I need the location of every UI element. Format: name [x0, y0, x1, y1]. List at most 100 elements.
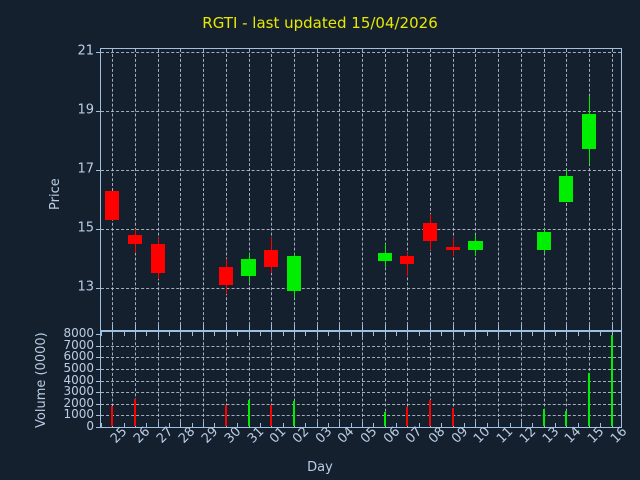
- volume-bar[interactable]: [542, 409, 545, 426]
- candle-body[interactable]: [105, 190, 120, 221]
- day-tick-mark: [452, 325, 454, 330]
- volume-bar[interactable]: [292, 401, 295, 426]
- volume-minor-tick-mark: [237, 423, 239, 427]
- day-tick-mark: [566, 325, 568, 330]
- price-gridline: [101, 288, 621, 289]
- volume-bar[interactable]: [610, 335, 613, 426]
- candle-body[interactable]: [286, 255, 301, 291]
- volume-top-tick-mark: [180, 332, 182, 337]
- price-tick-mark: [96, 111, 101, 112]
- day-gridline: [339, 332, 341, 427]
- volume-minor-top-tick-mark: [237, 332, 239, 336]
- day-tick-mark: [316, 325, 318, 330]
- volume-minor-tick-mark: [214, 423, 216, 427]
- day-tick-mark: [203, 422, 205, 427]
- day-gridline: [430, 332, 432, 427]
- day-gridline: [362, 332, 363, 427]
- day-tick-mark: [543, 325, 545, 330]
- day-tick-mark: [316, 422, 318, 427]
- volume-minor-tick-mark: [509, 423, 511, 427]
- candle-body[interactable]: [150, 243, 165, 274]
- day-tick-mark: [225, 325, 227, 330]
- day-gridline: [407, 49, 409, 330]
- day-gridline: [566, 332, 568, 427]
- volume-bar[interactable]: [111, 406, 114, 426]
- volume-top-tick-mark: [543, 332, 545, 337]
- day-gridline: [452, 49, 454, 330]
- day-gridline: [316, 332, 318, 427]
- day-gridline: [293, 49, 295, 330]
- volume-minor-tick-mark: [600, 423, 602, 427]
- day-gridline: [407, 332, 409, 427]
- day-gridline: [316, 49, 318, 330]
- volume-tick-label: 3000: [63, 384, 94, 399]
- candle-body[interactable]: [218, 267, 233, 286]
- day-gridline: [520, 49, 522, 330]
- day-tick-mark: [430, 325, 432, 330]
- day-gridline: [135, 332, 137, 427]
- candle-body[interactable]: [128, 234, 143, 244]
- volume-minor-top-tick-mark: [259, 332, 261, 336]
- volume-minor-top-tick-mark: [305, 332, 307, 336]
- price-tick-mark: [96, 170, 101, 171]
- volume-top-tick-mark: [384, 332, 386, 337]
- day-gridline: [180, 49, 182, 330]
- volume-bar[interactable]: [247, 400, 250, 426]
- volume-bar[interactable]: [383, 412, 386, 426]
- candle-body[interactable]: [400, 255, 415, 265]
- volume-minor-top-tick-mark: [214, 332, 216, 336]
- candle-body[interactable]: [468, 240, 483, 250]
- volume-minor-top-tick-mark: [282, 332, 284, 336]
- volume-tick-mark: [96, 415, 101, 417]
- candle-wick: [407, 252, 409, 277]
- volume-minor-tick-mark: [396, 423, 398, 427]
- day-gridline: [384, 332, 386, 427]
- candle-body[interactable]: [536, 231, 551, 250]
- volume-bar[interactable]: [270, 404, 273, 426]
- volume-tick-label: 0: [86, 419, 94, 433]
- day-tick-mark: [362, 422, 363, 427]
- volume-bar[interactable]: [587, 372, 590, 426]
- volume-gridline: [101, 392, 621, 394]
- volume-minor-tick-mark: [169, 423, 171, 427]
- candle-body[interactable]: [377, 252, 392, 262]
- volume-bar[interactable]: [224, 405, 227, 426]
- volume-tick-label: 1000: [63, 407, 94, 422]
- price-tick-mark: [96, 52, 101, 53]
- volume-minor-top-tick-mark: [169, 332, 171, 336]
- candle-body[interactable]: [423, 223, 438, 241]
- volume-bar[interactable]: [451, 407, 454, 426]
- candle-body[interactable]: [581, 113, 596, 150]
- volume-minor-top-tick-mark: [441, 332, 443, 336]
- volume-bar[interactable]: [406, 407, 409, 426]
- volume-tick-mark: [96, 403, 101, 405]
- volume-top-tick-mark: [203, 332, 205, 337]
- price-tick-label: 15: [77, 220, 94, 236]
- candle-body[interactable]: [241, 258, 256, 277]
- volume-tick-label: 4000: [63, 372, 94, 387]
- volume-gridline: [101, 415, 621, 417]
- volume-top-tick-mark: [588, 332, 590, 337]
- day-tick-mark: [611, 325, 613, 330]
- day-tick-mark: [339, 422, 341, 427]
- volume-tick-label: 7000: [63, 337, 94, 352]
- day-gridline: [112, 332, 114, 427]
- candle-body[interactable]: [559, 175, 574, 203]
- day-tick-mark: [475, 422, 477, 427]
- volume-top-tick-mark: [362, 332, 363, 337]
- volume-bar[interactable]: [429, 400, 432, 426]
- volume-bar[interactable]: [134, 399, 137, 426]
- day-gridline: [475, 49, 477, 330]
- day-gridline: [430, 49, 432, 330]
- volume-minor-top-tick-mark: [191, 332, 193, 336]
- volume-gridline: [101, 357, 621, 359]
- volume-bar[interactable]: [565, 411, 568, 426]
- volume-top-tick-mark: [498, 332, 500, 337]
- price-gridline: [101, 229, 621, 230]
- candle-body[interactable]: [445, 246, 460, 250]
- day-gridline: [112, 49, 114, 330]
- candle-body[interactable]: [264, 249, 279, 268]
- volume-top-tick-mark: [248, 332, 250, 337]
- volume-minor-tick-mark: [146, 423, 148, 427]
- volume-tick-label: 6000: [63, 349, 94, 364]
